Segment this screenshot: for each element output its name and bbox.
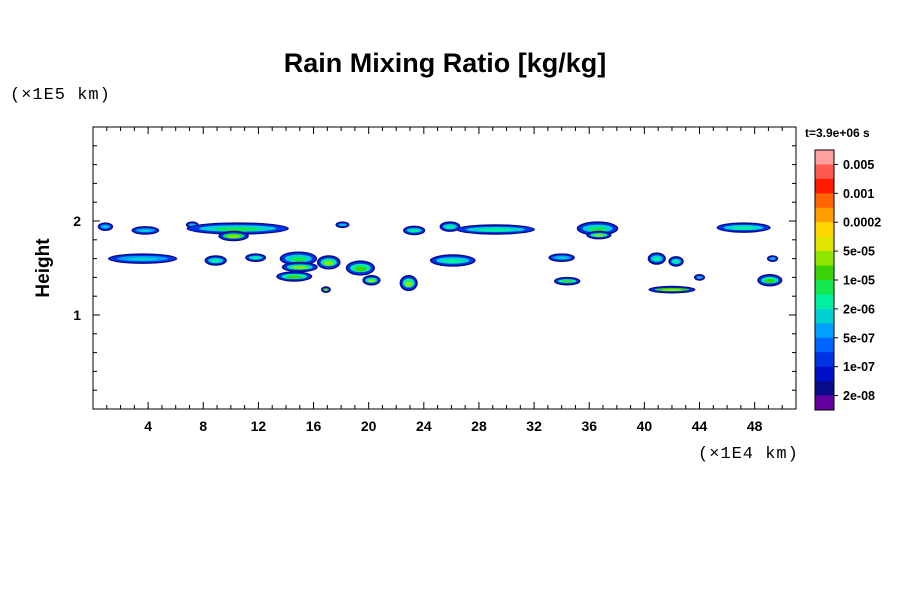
x-axis-unit: (×1E4 km) — [698, 445, 799, 464]
rain-cell-core — [292, 266, 308, 270]
rain-cell-core — [190, 224, 195, 226]
rain-cell-core — [139, 229, 151, 232]
colorbar-swatch — [815, 207, 834, 223]
rain-cell-core — [340, 224, 345, 226]
x-tick-label: 28 — [471, 418, 487, 434]
rain-cell-core — [251, 256, 260, 260]
colorbar-swatch — [815, 352, 834, 368]
x-tick-label: 24 — [416, 418, 432, 434]
colorbar-label: 0.0002 — [843, 216, 881, 230]
rain-cell-core — [102, 225, 109, 229]
x-tick-label: 48 — [747, 418, 763, 434]
x-tick-label: 20 — [361, 418, 377, 434]
colorbar-swatch — [815, 280, 834, 295]
colorbar-swatch — [815, 294, 834, 310]
colorbar-swatch — [815, 236, 834, 252]
rain-cell-core — [588, 227, 607, 232]
colorbar-label: 5e-05 — [843, 245, 875, 259]
rain-cell-core — [127, 257, 158, 261]
colorbar-label: 0.001 — [843, 187, 874, 201]
y-axis-unit: (×1E5 km) — [10, 86, 111, 105]
rain-cell-core — [227, 235, 240, 239]
rain-cell-core — [478, 228, 513, 232]
rain-cell-core — [556, 256, 567, 260]
rain-cell-core — [697, 276, 702, 279]
rain-cell-core — [405, 281, 413, 287]
colorbar-label: 5e-07 — [843, 331, 875, 345]
y-tick-label: 1 — [73, 307, 81, 323]
x-tick-label: 32 — [526, 418, 542, 434]
colorbar-swatch — [815, 164, 834, 180]
plot-frame — [92, 126, 797, 410]
x-tick-label: 44 — [692, 418, 708, 434]
rain-cell-core — [286, 275, 302, 279]
colorbar-swatch — [815, 337, 834, 353]
rain-cell-core — [653, 257, 661, 262]
colorbar-label: 1e-05 — [843, 274, 875, 288]
x-tick-label: 36 — [581, 418, 597, 434]
colorbar-swatch — [815, 323, 834, 339]
colorbar-swatch — [815, 395, 834, 411]
rain-cell-core — [409, 229, 419, 233]
rain-cell-core — [290, 257, 307, 262]
rain-cell-core — [561, 280, 573, 283]
colorbar-swatch — [815, 381, 834, 397]
colorbar-swatch — [815, 193, 834, 209]
rain-cell-core — [445, 225, 455, 229]
rain-cell-core — [764, 279, 775, 283]
rain-cell-core — [673, 260, 679, 264]
rain-cell-core — [324, 260, 334, 266]
x-tick-label: 16 — [306, 418, 322, 434]
colorbar-swatch — [815, 222, 834, 238]
y-tick-label: 2 — [73, 213, 81, 229]
x-tick-label: 12 — [251, 418, 267, 434]
rain-cell-core — [770, 258, 775, 260]
rain-cell-core — [732, 226, 756, 230]
chart-title: Rain Mixing Ratio [kg/kg] — [283, 48, 607, 78]
colorbar-label: 2e-08 — [843, 389, 875, 403]
colorbar-label: 0.005 — [843, 158, 874, 172]
colorbar-swatch — [815, 150, 834, 165]
rain-cell-core — [211, 259, 221, 263]
rain-cell-core — [662, 289, 682, 291]
time-label: t=3.9e+06 s — [805, 126, 870, 140]
x-tick-label: 8 — [199, 418, 207, 434]
colorbar-swatch — [815, 308, 834, 324]
colorbar-label: 1e-07 — [843, 360, 875, 374]
rain-cell-core — [593, 234, 604, 237]
colorbar-swatch — [815, 265, 834, 281]
x-tick-label: 40 — [637, 418, 653, 434]
rain-cell-core — [368, 279, 375, 283]
rain-cell-core — [443, 259, 463, 264]
rain-cell-core — [324, 289, 328, 291]
rain-cell-core — [215, 227, 261, 232]
colorbar-swatch — [815, 366, 834, 382]
colorbar-swatch — [815, 178, 834, 194]
colorbar-label: 2e-06 — [843, 302, 875, 316]
colorbar-swatch — [815, 251, 834, 267]
x-tick-label: 4 — [144, 418, 152, 434]
rain-cell-core — [354, 266, 367, 272]
